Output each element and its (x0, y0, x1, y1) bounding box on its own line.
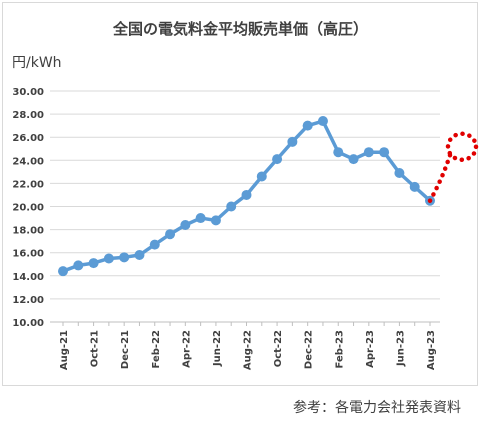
y-tick-label: 22.00 (12, 179, 44, 190)
y-tick-label: 12.00 (12, 295, 44, 306)
x-tick-label: Feb-22 (151, 330, 162, 368)
data-point (119, 252, 130, 263)
data-point (226, 201, 237, 212)
x-tick-label: Aug-22 (243, 330, 254, 370)
data-point (394, 168, 405, 179)
x-tick-label: Dec-21 (120, 330, 131, 369)
x-tick-label: Aug-23 (426, 330, 437, 370)
data-point (103, 253, 114, 264)
y-tick-label: 18.00 (12, 226, 44, 237)
data-point (180, 219, 191, 230)
y-tick-label: 14.00 (12, 272, 44, 283)
y-tick-label: 10.00 (12, 318, 44, 329)
data-point (363, 147, 374, 158)
data-point (58, 266, 68, 277)
y-tick-label: 28.00 (12, 110, 44, 121)
x-tick-label: Oct-21 (90, 330, 101, 367)
data-point (409, 181, 420, 192)
data-point (73, 260, 84, 271)
forecast-circle (445, 131, 479, 162)
data-point (88, 258, 99, 269)
chart-frame (2, 2, 478, 386)
data-point (333, 147, 344, 158)
chart-title: 全国の電気料金平均販売単価（高圧） (112, 20, 368, 38)
source-note: 参考：各電力会社発表資料 (293, 400, 461, 416)
data-point (165, 229, 176, 240)
data-point (272, 154, 283, 165)
x-tick-label: Dec-22 (304, 330, 315, 369)
data-point (210, 215, 221, 226)
data-point (379, 147, 390, 158)
y-tick-label: 20.00 (12, 203, 44, 214)
data-point (302, 120, 313, 131)
x-tick-label: Apr-22 (181, 330, 192, 368)
y-tick-label: 24.00 (12, 156, 44, 167)
data-point (256, 171, 267, 182)
x-tick-label: Apr-23 (365, 330, 376, 368)
x-tick-label: Jun-22 (212, 330, 223, 367)
data-point (241, 189, 252, 200)
y-tick-label: 16.00 (12, 249, 44, 260)
x-tick-label: Aug-21 (59, 330, 70, 370)
x-tick-label: Feb-23 (334, 330, 345, 368)
data-point (317, 116, 328, 127)
y-axis-unit-label: 円/kWh (12, 55, 62, 71)
data-point (149, 239, 160, 250)
data-point (287, 136, 298, 147)
data-point (134, 250, 145, 261)
x-tick-label: Jun-23 (395, 330, 406, 367)
y-tick-label: 26.00 (12, 133, 44, 144)
data-point (195, 213, 206, 224)
y-tick-label: 30.00 (12, 87, 44, 98)
data-point (348, 154, 359, 165)
x-tick-label: Oct-22 (273, 330, 284, 367)
forecast-line (427, 146, 455, 203)
